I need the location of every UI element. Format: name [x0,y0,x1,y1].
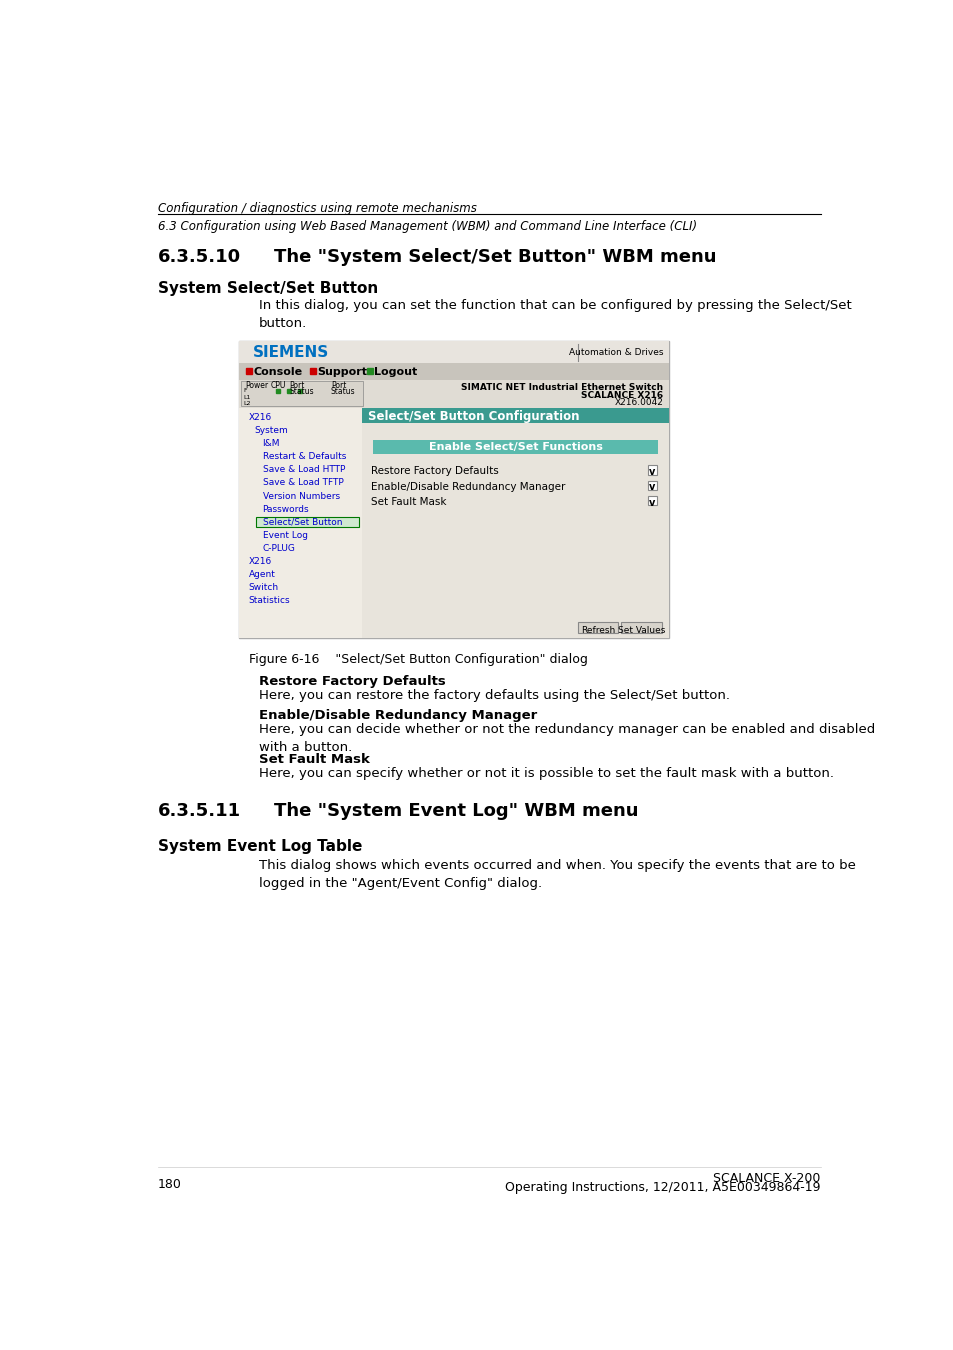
Text: Select/Set Button: Select/Set Button [262,518,342,526]
Text: 6.3 Configuration using Web Based Management (WBM) and Command Line Interface (C: 6.3 Configuration using Web Based Manage… [158,220,697,232]
Text: Enable/Disable Redundancy Manager: Enable/Disable Redundancy Manager [258,709,537,722]
Text: Port: Port [290,382,305,390]
Bar [361,408,669,423]
Text: Restore Factory Defaults: Restore Factory Defaults [371,466,498,477]
Text: X216: X216 [249,558,272,566]
Text: The "System Event Log" WBM menu: The "System Event Log" WBM menu [274,802,639,819]
Text: Version Numbers: Version Numbers [262,491,339,501]
Text: C-PLUG: C-PLUG [262,544,295,554]
Text: Passwords: Passwords [262,505,309,513]
Bar [647,497,657,505]
Text: 180: 180 [158,1179,182,1192]
Text: Console: Console [253,367,302,377]
Text: The "System Select/Set Button" WBM menu: The "System Select/Set Button" WBM menu [274,248,716,266]
Text: Restore Factory Defaults: Restore Factory Defaults [258,675,445,687]
Text: Event Log: Event Log [262,531,307,540]
Text: Automation & Drives: Automation & Drives [568,347,662,356]
Text: X216.0042: X216.0042 [614,398,662,408]
Text: Save & Load HTTP: Save & Load HTTP [262,466,345,474]
Text: Status: Status [290,387,314,396]
Text: Restart & Defaults: Restart & Defaults [262,452,346,462]
Text: L1: L1 [243,394,251,400]
Text: Configuration / diagnostics using remote mechanisms: Configuration / diagnostics using remote… [158,202,476,215]
Text: SIEMENS: SIEMENS [253,346,329,360]
Bar [239,342,669,637]
Text: Save & Load TFTP: Save & Load TFTP [262,478,343,487]
Text: v: v [648,498,655,508]
Text: CPU: CPU [270,382,286,390]
Bar [239,363,669,379]
Text: Enable Select/Set Functions: Enable Select/Set Functions [428,443,602,452]
Bar [239,342,669,363]
Bar [239,408,361,637]
Text: Agent: Agent [249,570,275,579]
Text: F: F [243,387,247,393]
Text: Set Fault Mask: Set Fault Mask [371,497,446,508]
Text: Statistics: Statistics [249,597,290,605]
Text: Refresh: Refresh [580,625,615,634]
Text: SCALANCE X-200: SCALANCE X-200 [713,1172,820,1185]
Text: This dialog shows which events occurred and when. You specify the events that ar: This dialog shows which events occurred … [258,859,855,890]
Text: Switch: Switch [249,583,278,593]
Text: Power: Power [245,382,269,390]
Text: System Event Log Table: System Event Log Table [158,838,362,853]
Bar [578,622,618,633]
Bar [256,517,358,526]
Bar [361,408,669,637]
Bar [373,440,658,454]
Text: Logout: Logout [374,367,417,377]
Text: SIMATIC NET Industrial Ethernet Switch: SIMATIC NET Industrial Ethernet Switch [460,383,662,392]
Text: X216: X216 [249,413,272,423]
Text: Set Values: Set Values [618,625,664,634]
Bar [620,622,661,633]
Text: Operating Instructions, 12/2011, A5E00349864-19: Operating Instructions, 12/2011, A5E0034… [504,1181,820,1195]
Text: I&M: I&M [262,439,280,448]
Text: L2: L2 [243,401,251,406]
Text: Here, you can restore the factory defaults using the Select/Set button.: Here, you can restore the factory defaul… [258,688,729,702]
Text: In this dialog, you can set the function that can be configured by pressing the : In this dialog, you can set the function… [258,300,851,329]
Text: v: v [648,482,655,493]
Text: SCALANCE X216: SCALANCE X216 [580,390,662,400]
Text: System: System [254,427,289,435]
Text: 6.3.5.10: 6.3.5.10 [158,248,241,266]
Text: Figure 6-16    "Select/Set Button Configuration" dialog: Figure 6-16 "Select/Set Button Configura… [249,653,587,667]
Text: Set Fault Mask: Set Fault Mask [258,753,369,767]
Text: System Select/Set Button: System Select/Set Button [158,281,377,297]
Text: 6.3.5.11: 6.3.5.11 [158,802,241,819]
Text: Here, you can specify whether or not it is possible to set the fault mask with a: Here, you can specify whether or not it … [258,767,833,780]
Bar [647,481,657,490]
Text: Select/Set Button Configuration: Select/Set Button Configuration [368,410,578,423]
Text: Support: Support [317,367,367,377]
Bar [647,466,657,475]
Bar [239,379,669,408]
Text: Here, you can decide whether or not the redundancy manager can be enabled and di: Here, you can decide whether or not the … [258,722,874,753]
Text: Port: Port [331,382,346,390]
Text: Enable/Disable Redundancy Manager: Enable/Disable Redundancy Manager [371,482,565,491]
Text: Status: Status [331,387,355,396]
Text: v: v [648,467,655,477]
Bar [241,382,363,406]
